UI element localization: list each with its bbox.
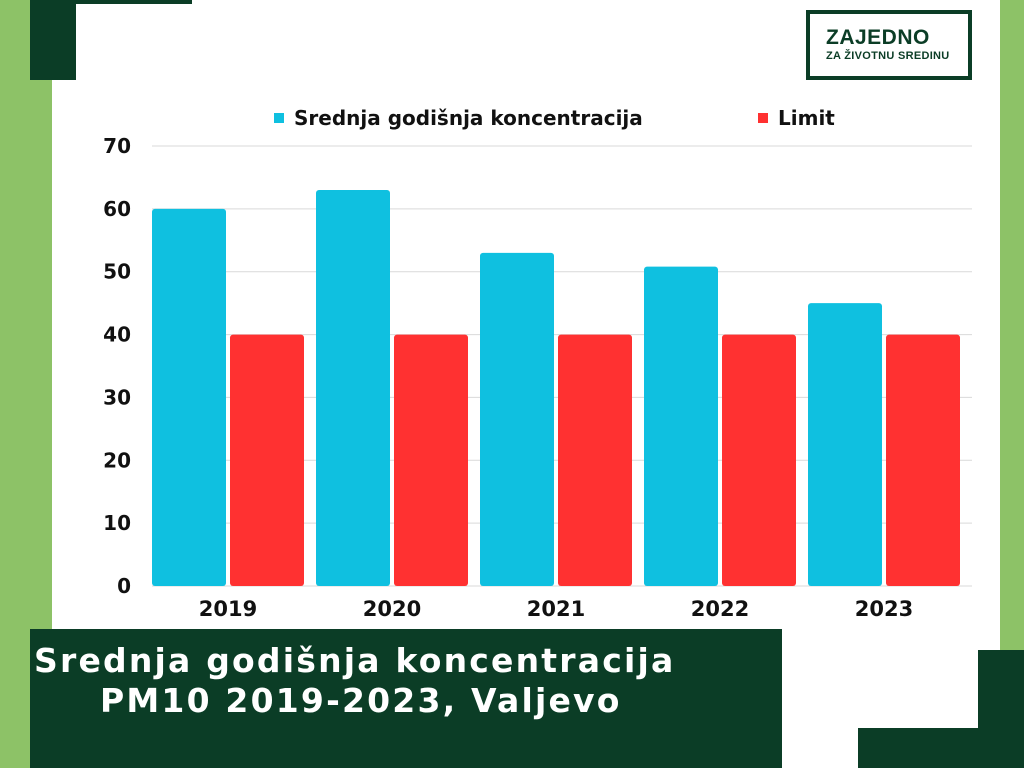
logo-line-2: ZA ŽIVOTNU SREDINU bbox=[826, 50, 950, 62]
legend-swatch bbox=[274, 113, 284, 123]
bar-limit bbox=[886, 334, 960, 586]
corner-bar-bottom-right bbox=[858, 728, 1024, 768]
x-tick-label: 2022 bbox=[691, 597, 749, 621]
title-line-2: PM10 2019-2023, Valjevo bbox=[100, 681, 622, 720]
bar-concentration bbox=[316, 190, 390, 586]
title-line-1: Srednja godišnja koncentracija bbox=[34, 641, 676, 680]
brand-logo: ZAJEDNO ZA ŽIVOTNU SREDINU bbox=[806, 10, 972, 80]
y-tick-label: 10 bbox=[103, 511, 131, 535]
corner-bar-top-left bbox=[30, 0, 192, 4]
y-tick-label: 50 bbox=[103, 260, 131, 284]
bar-limit bbox=[558, 334, 632, 586]
bar-limit bbox=[722, 334, 796, 586]
y-tick-label: 40 bbox=[103, 323, 131, 347]
bar-concentration bbox=[152, 208, 226, 586]
bar-chart: 0 10 20 30 40 50 60 70 2019 2020 2021 2022 2023 Sredn… bbox=[103, 106, 972, 621]
bar-concentration bbox=[480, 252, 554, 586]
y-tick-label: 70 bbox=[103, 134, 131, 158]
y-tick-label: 60 bbox=[103, 197, 131, 221]
y-tick-label: 20 bbox=[103, 448, 131, 472]
bar-concentration bbox=[644, 266, 718, 586]
title-banner: Srednja godišnja koncentracija PM10 2019… bbox=[30, 629, 782, 768]
legend-label: Srednja godišnja koncentracija bbox=[294, 106, 643, 130]
bar-limit bbox=[394, 334, 468, 586]
x-tick-label: 2019 bbox=[199, 597, 257, 621]
logo-line-1: ZAJEDNO bbox=[826, 26, 930, 49]
legend-swatch bbox=[758, 113, 768, 123]
y-tick-label: 0 bbox=[117, 574, 131, 598]
bar-limit bbox=[230, 334, 304, 586]
y-tick-label: 30 bbox=[103, 385, 131, 409]
x-tick-label: 2020 bbox=[363, 597, 421, 621]
x-tick-label: 2021 bbox=[527, 597, 585, 621]
legend-label: Limit bbox=[778, 106, 835, 130]
x-tick-label: 2023 bbox=[855, 597, 913, 621]
corner-block-top-left bbox=[30, 0, 76, 80]
bar-concentration bbox=[808, 303, 882, 586]
